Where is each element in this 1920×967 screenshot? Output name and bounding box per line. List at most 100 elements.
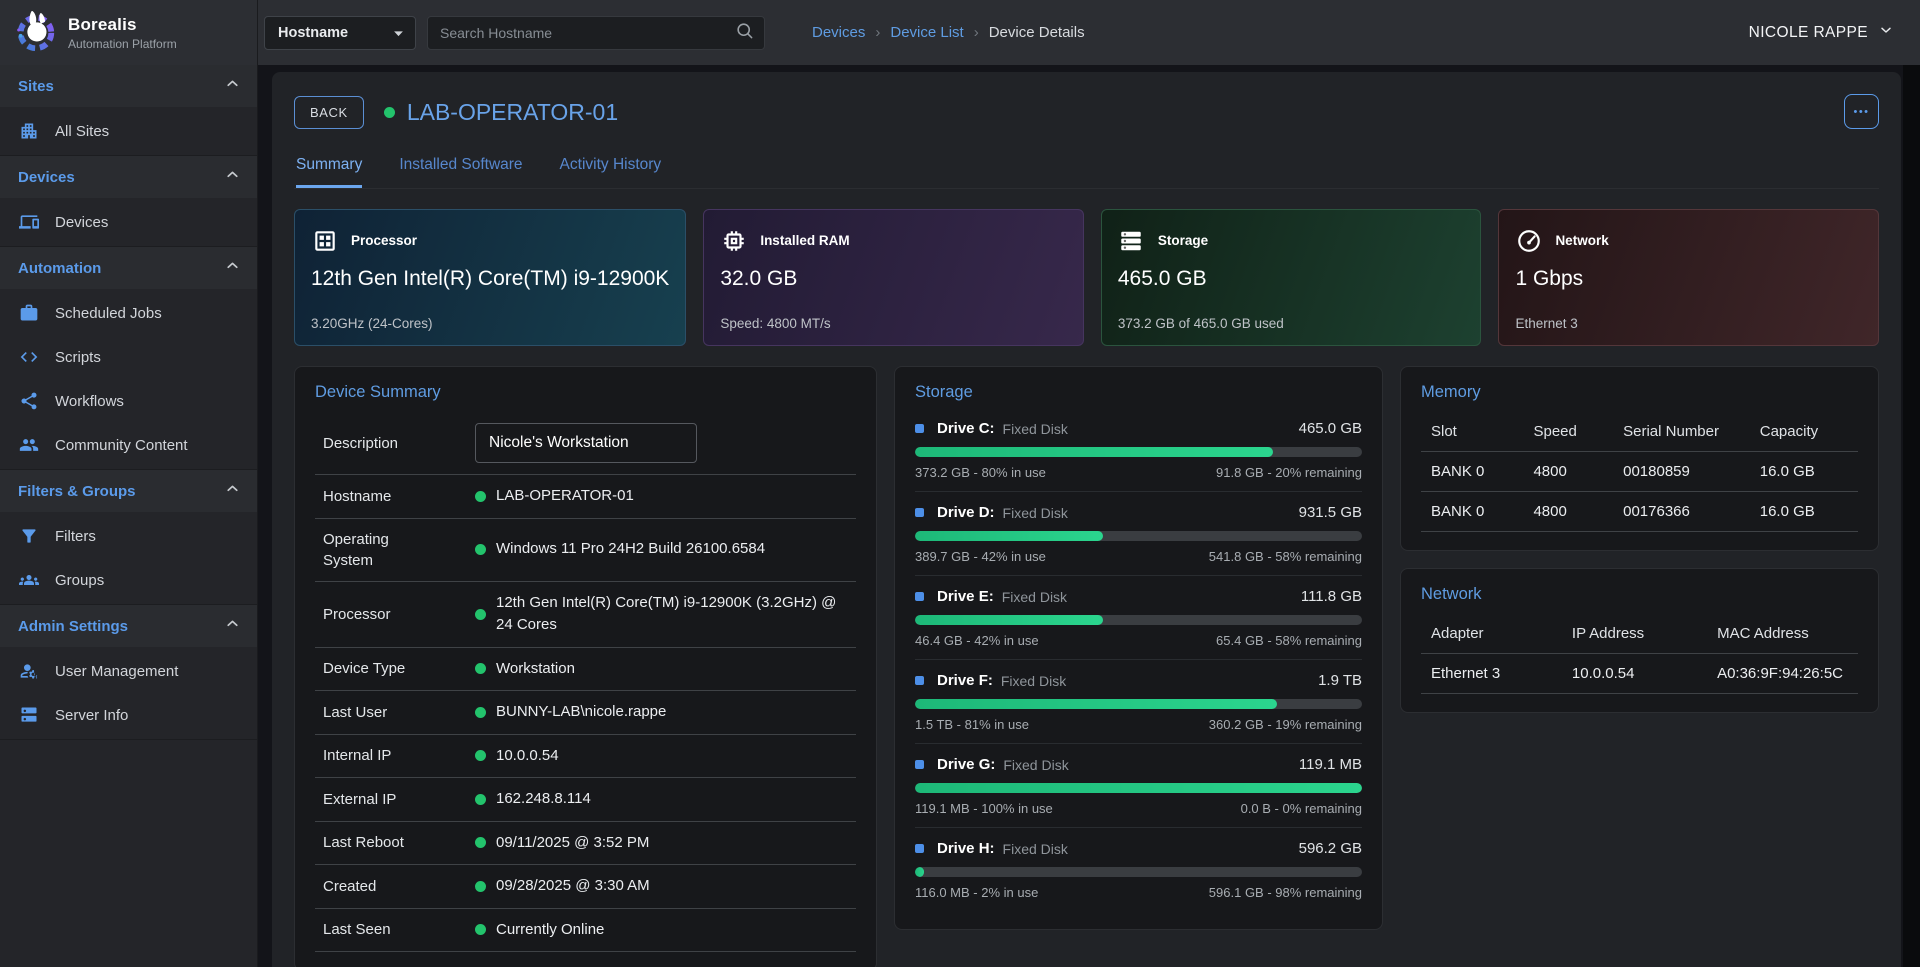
right-column: Memory Slot Speed Serial Number Capacity BAN…	[1400, 366, 1879, 713]
network-panel: Network Adapter IP Address MAC Address Ethe…	[1400, 568, 1879, 713]
chevron-up-icon	[224, 75, 241, 97]
drive-usage-bar	[915, 531, 1362, 541]
drive-type: Fixed Disk	[1002, 840, 1068, 857]
summary-value: Windows 11 Pro 24H2 Build 26100.6584	[496, 540, 766, 558]
drive-size: 119.1 MB	[1298, 756, 1362, 773]
stat-card-value: 32.0 GB	[720, 267, 798, 290]
drive-usage-fill	[915, 783, 1362, 793]
scrollbar-track[interactable]	[1903, 65, 1920, 967]
stat-card-title: Installed RAM	[760, 233, 850, 248]
table-cell: A0:36:9F:94:26:5C	[1717, 665, 1843, 682]
brand-logo[interactable]: Borealis Automation Platform	[0, 0, 257, 65]
sidebar-section-label: Admin Settings	[18, 617, 129, 635]
table-header-cell: Slot	[1431, 423, 1457, 440]
groups-icon	[18, 569, 40, 591]
drive-usage-fill	[915, 867, 924, 877]
summary-row-last-seen: Last Seen Currently Online	[315, 909, 856, 952]
table-cell: 00180859	[1623, 463, 1690, 480]
stat-card-processor: Processor 12th Gen Intel(R) Core(TM) i9-…	[294, 209, 687, 346]
topbar: Hostname Devices › Device List › Device Deta…	[258, 0, 1920, 65]
summary-label: Device Type	[323, 660, 406, 678]
device-summary-table: Description Hostname LAB-OPERATOR-01 Ope…	[315, 414, 856, 952]
stat-cards-row: Processor 12th Gen Intel(R) Core(TM) i9-…	[294, 209, 1879, 346]
summary-value: 12th Gen Intel(R) Core(TM) i9-12900K (3.…	[496, 593, 837, 634]
sidebar-item-label: Workflows	[55, 392, 124, 410]
sidebar-section-label: Filters & Groups	[18, 482, 136, 500]
tab-activity-history[interactable]: Activity History	[559, 156, 662, 173]
summary-row-external-ip: External IP 162.248.8.114	[315, 778, 856, 822]
summary-value: LAB-OPERATOR-01	[496, 487, 634, 504]
hostname-filter-label: Hostname	[278, 24, 349, 41]
online-status-icon	[475, 706, 486, 718]
table-header-cell: MAC Address	[1717, 625, 1809, 642]
sidebar-item-label: Filters	[55, 527, 96, 545]
drive-remaining-label: 65.4 GB - 58% remaining	[1216, 633, 1362, 648]
drive-row-drive-c: Drive C: Fixed Disk 465.0 GB 373.2 GB - …	[915, 408, 1362, 492]
sidebar-item-label: User Management	[55, 662, 179, 680]
drive-used-label: 46.4 GB - 42% in use	[915, 633, 1039, 648]
sidebar-item-server-info[interactable]: Server Info	[0, 693, 257, 737]
online-status-icon	[475, 490, 486, 502]
sidebar-section-filters-groups[interactable]: Filters & Groups	[0, 470, 257, 512]
description-input[interactable]	[475, 423, 697, 463]
user-menu[interactable]: NICOLE RAPPE	[1749, 22, 1894, 43]
drive-type: Fixed Disk	[1002, 504, 1068, 521]
breadcrumb: Devices › Device List › Device Details	[812, 24, 1085, 41]
sidebar-section-sites[interactable]: Sites	[0, 65, 257, 107]
search-box	[427, 15, 765, 50]
sidebar-section-label: Devices	[18, 168, 75, 186]
breadcrumb-devices[interactable]: Devices	[812, 24, 866, 41]
drive-row-drive-h: Drive H: Fixed Disk 596.2 GB 116.0 MB - …	[915, 828, 1362, 911]
user-gear-icon	[18, 660, 40, 682]
sidebar-item-community-content[interactable]: Community Content	[0, 423, 257, 467]
breadcrumb-separator-icon: ›	[875, 24, 881, 41]
user-name: NICOLE RAPPE	[1748, 23, 1868, 41]
search-input[interactable]	[440, 24, 735, 41]
sidebar-item-user-management[interactable]: User Management	[0, 649, 257, 693]
tab-bar: Summary Installed Software Activity Histor…	[294, 156, 1879, 189]
drive-type: Fixed Disk	[1000, 672, 1067, 689]
summary-row-processor: Processor 12th Gen Intel(R) Core(TM) i9-…	[315, 582, 856, 648]
sidebar-item-scheduled-jobs[interactable]: Scheduled Jobs	[0, 291, 257, 335]
sidebar-item-all-sites[interactable]: All Sites	[0, 109, 257, 153]
drive-usage-bar	[915, 447, 1362, 457]
sidebar-section-admin-settings[interactable]: Admin Settings	[0, 605, 257, 647]
storage-panel-title: Storage	[915, 383, 973, 401]
breadcrumb-device-list[interactable]: Device List	[890, 24, 964, 41]
main-area: Hostname Devices › Device List › Device Deta…	[258, 0, 1920, 967]
drive-size: 111.8 GB	[1300, 588, 1362, 605]
stat-card-footer: 373.2 GB of 465.0 GB used	[1117, 316, 1284, 331]
sidebar-section-automation[interactable]: Automation	[0, 247, 257, 289]
drive-remaining-label: 0.0 B - 0% remaining	[1240, 801, 1362, 816]
sidebar-item-filters[interactable]: Filters	[0, 514, 257, 558]
back-button[interactable]: BACK	[294, 96, 364, 129]
sidebar-item-groups[interactable]: Groups	[0, 558, 257, 602]
stat-card-storage: Storage 465.0 GB 373.2 GB of 465.0 GB us…	[1100, 209, 1482, 346]
summary-value: 09/11/2025 @ 3:52 PM	[496, 833, 650, 851]
sidebar-item-scripts[interactable]: Scripts	[0, 335, 257, 379]
breadcrumb-device-details: Device Details	[988, 24, 1085, 41]
sidebar-item-devices[interactable]: Devices	[0, 200, 257, 244]
tab-installed-software[interactable]: Installed Software	[399, 156, 523, 173]
summary-label: Last User	[323, 703, 388, 721]
table-cell: BANK 0	[1431, 503, 1485, 520]
online-status-icon	[475, 608, 486, 620]
content-area: BACK LAB-OPERATOR-01 ••• Summary Installe…	[258, 65, 1920, 967]
sidebar-section-devices[interactable]: Devices	[0, 156, 257, 198]
device-name: LAB-OPERATOR-01	[406, 99, 619, 125]
device-summary-title: Device Summary	[315, 383, 441, 401]
drive-used-label: 119.1 MB - 100% in use	[915, 801, 1053, 816]
hostname-filter-select[interactable]: Hostname	[264, 15, 416, 50]
breadcrumb-separator-icon: ›	[973, 24, 979, 41]
device-online-status-icon	[383, 107, 395, 118]
summary-value: 10.0.0.54	[496, 746, 559, 764]
tab-summary[interactable]: Summary	[296, 156, 363, 188]
drive-remaining-label: 541.8 GB - 58% remaining	[1208, 549, 1362, 564]
code-icon	[18, 346, 40, 368]
summary-label: Internal IP	[323, 747, 392, 765]
more-options-button[interactable]: •••	[1844, 94, 1879, 129]
sidebar-item-workflows[interactable]: Workflows	[0, 379, 257, 423]
sidebar-item-label: Devices	[55, 213, 109, 231]
network-table: Adapter IP Address MAC Address Ethernet 3 10…	[1421, 612, 1858, 694]
summary-label: Last Seen	[323, 921, 391, 939]
